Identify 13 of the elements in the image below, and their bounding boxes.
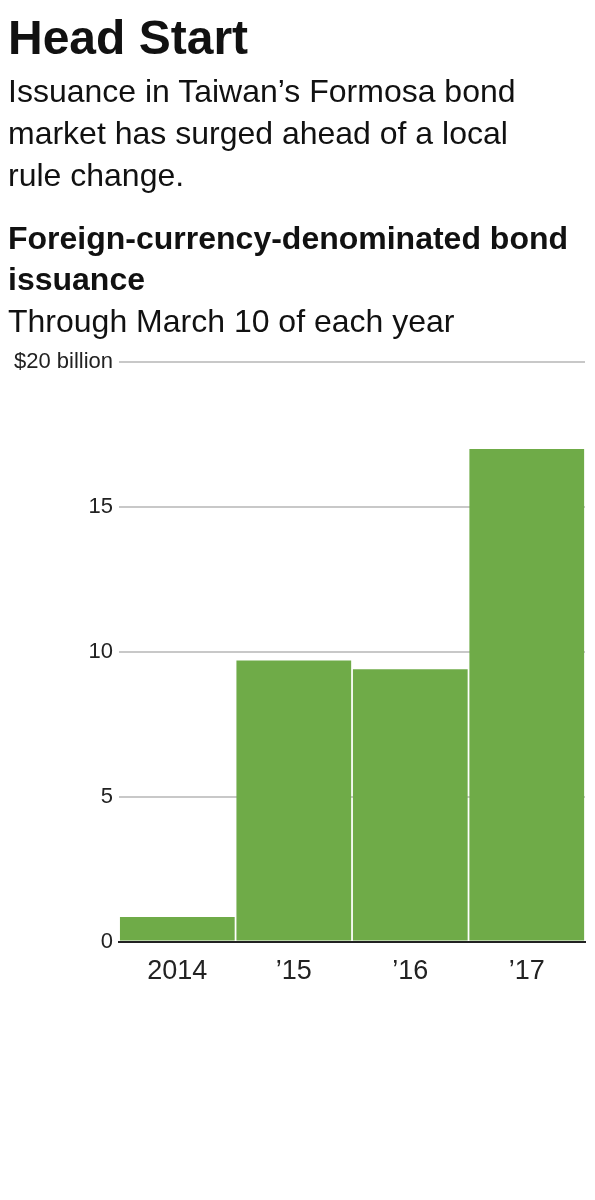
y-tick-label: 5 xyxy=(100,782,114,808)
text: Foreign-currency-denominated bond issuance xyxy=(8,219,570,299)
y-tick-label: 15 xyxy=(88,492,114,518)
x-tick-label: ’17 xyxy=(508,955,545,986)
y-tick-label: $20 billion xyxy=(14,348,114,374)
chart-title: Head Start xyxy=(8,10,250,66)
x-tick-label: 2014 xyxy=(147,955,208,986)
y-tick-label: 0 xyxy=(100,927,114,953)
x-tick-label: ’16 xyxy=(392,955,429,986)
x-tick-label: ’15 xyxy=(275,955,312,986)
y-tick-label: 10 xyxy=(88,637,114,663)
chart-subtitle: Issuance in Taiwan’s Formosa bond market has surged ahead of a local rule change. xyxy=(8,72,517,195)
text: Through March 10 of each year xyxy=(8,302,456,341)
